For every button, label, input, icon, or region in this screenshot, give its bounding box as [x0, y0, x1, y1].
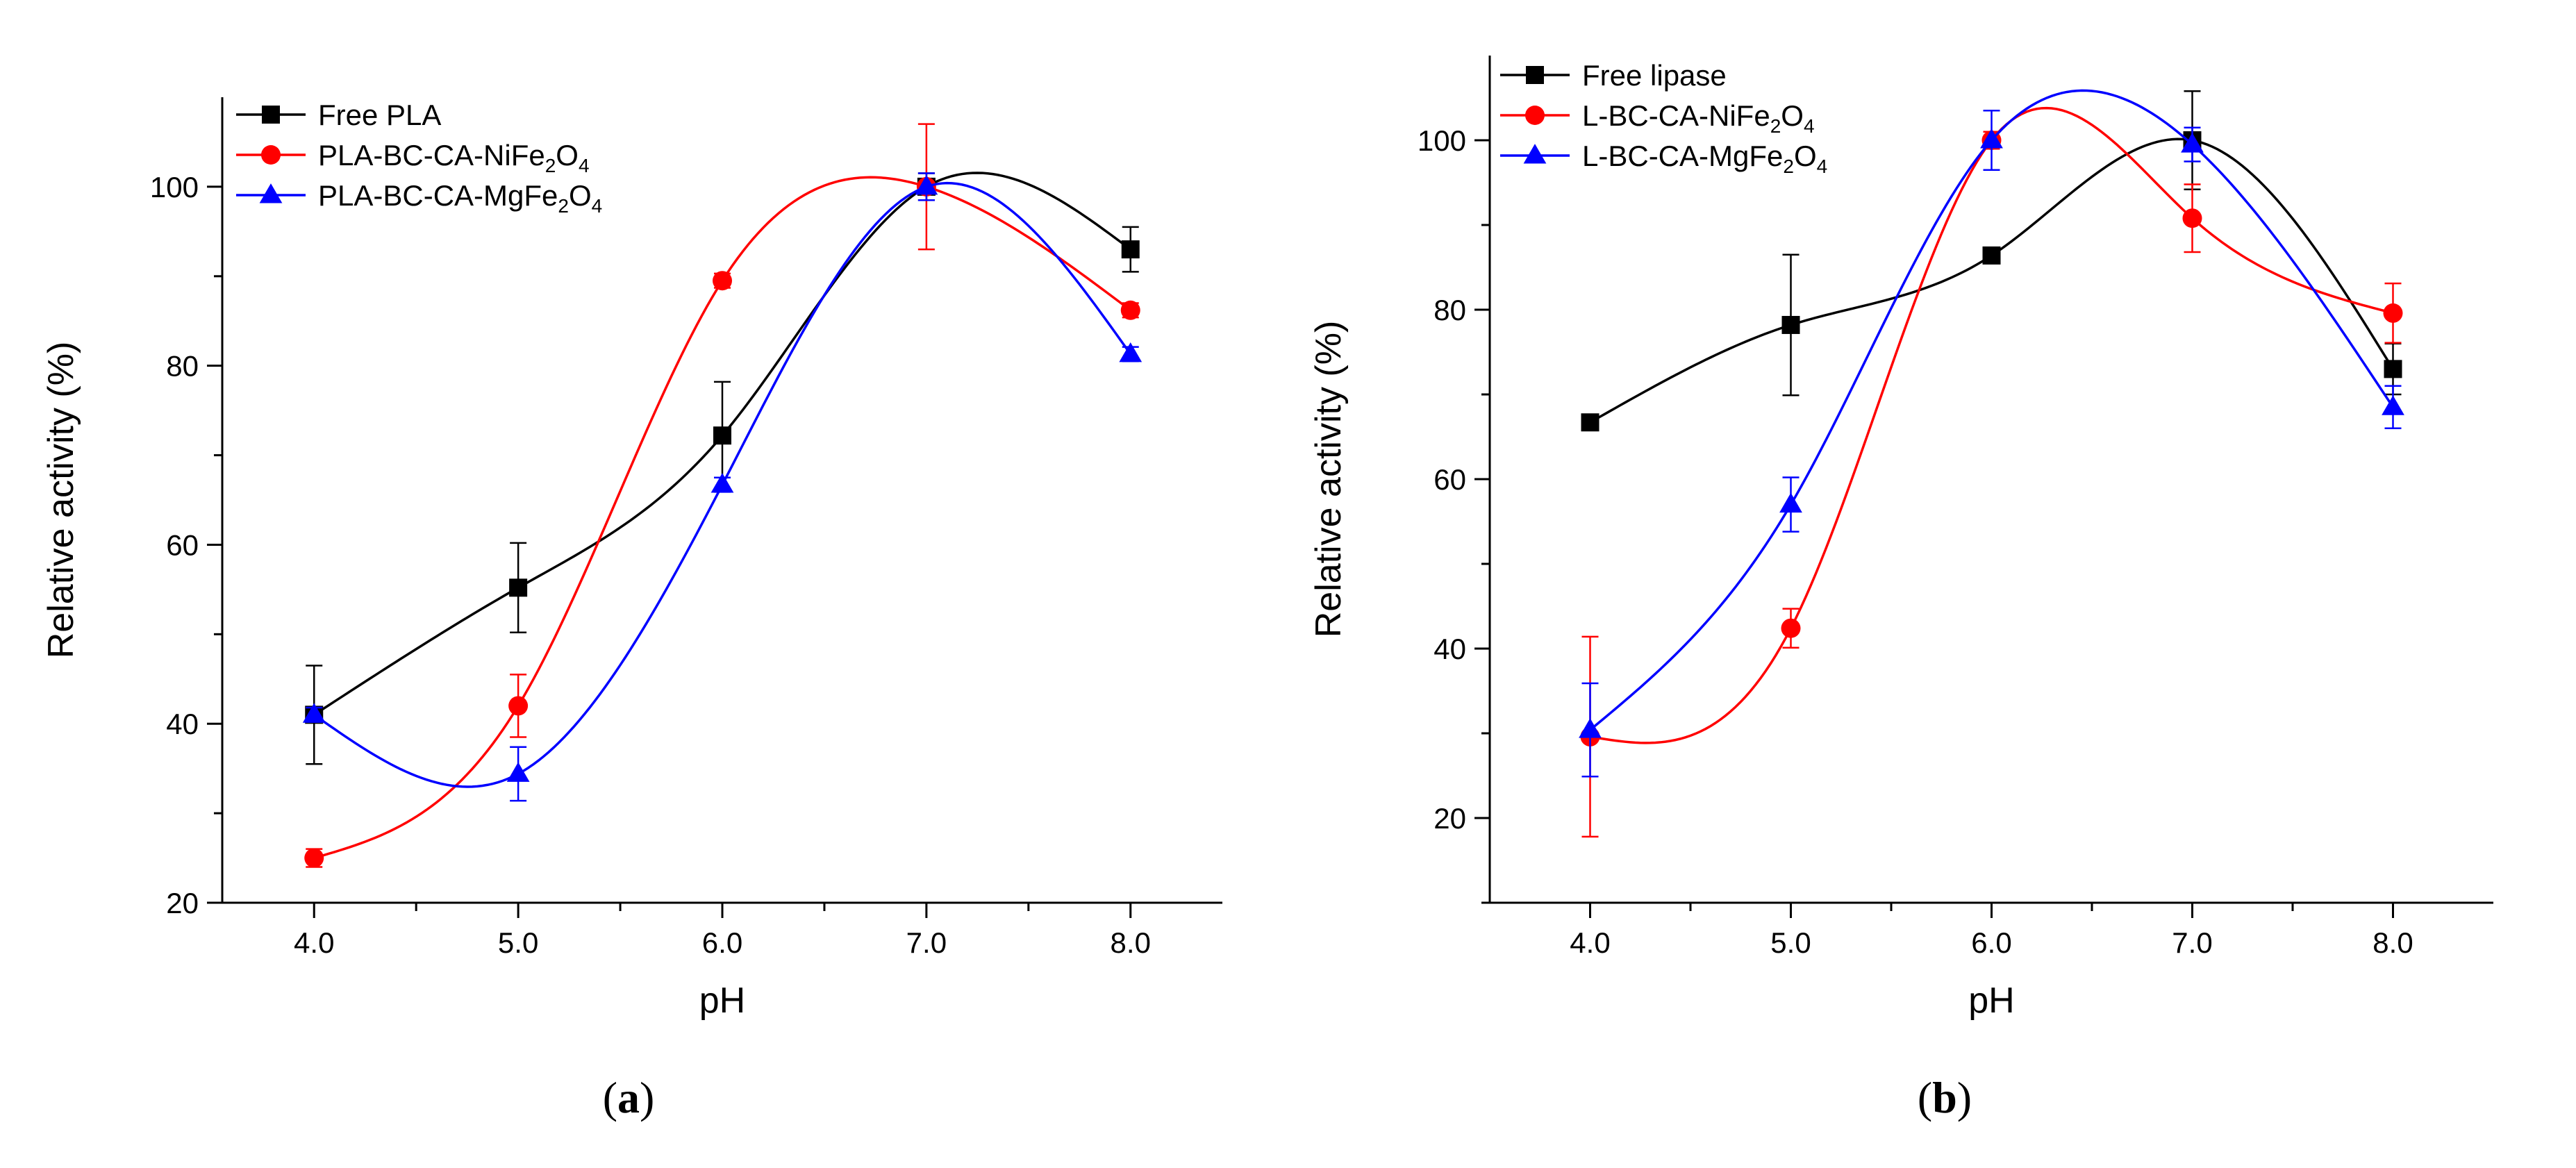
y-axis-title: Relative activity (%) — [41, 342, 81, 659]
y-axis-title: Relative activity (%) — [1308, 321, 1349, 638]
y-tick-label: 80 — [1434, 294, 1466, 326]
data-point-marker — [2182, 208, 2202, 228]
y-tick-label: 80 — [166, 350, 199, 383]
series-line — [1589, 137, 2394, 424]
data-point-marker — [915, 174, 938, 195]
data-point-marker — [713, 426, 731, 445]
y-tick-label: 100 — [1418, 124, 1466, 157]
data-point-marker — [506, 762, 530, 782]
series-0 — [305, 172, 1140, 765]
series-line — [1590, 106, 2393, 744]
data-point-marker — [2181, 133, 2204, 153]
legend-marker — [1526, 66, 1544, 84]
y-tick-label: 60 — [166, 528, 199, 561]
legend: Free PLA PLA-BC-CA-NiFe2O4PLA-BC-CA-MgFe2… — [236, 99, 602, 217]
chart-panel-a: 20 40 60 80 100 4.0 5.0 6.0 7.0 8.0 pH Relative act… — [41, 97, 1222, 1122]
x-axis-title: pH — [699, 981, 745, 1021]
x-tick-label: 8.0 — [1111, 926, 1151, 959]
x-tick-label: 4.0 — [294, 926, 334, 959]
panel-label: (a) — [603, 1073, 655, 1122]
data-point-marker — [508, 696, 529, 716]
x-tick-label: 4.0 — [1570, 926, 1610, 959]
y-tick-label: 100 — [150, 171, 199, 203]
legend-marker — [1525, 106, 1545, 125]
chart-panel-b: 20 40 60 80 100 4.0 5.0 6.0 7.0 8.0 pH Relative act… — [1308, 56, 2493, 1122]
legend-label: Free PLA — [318, 99, 441, 131]
data-point-marker — [2383, 303, 2403, 323]
series-1 — [1580, 106, 2403, 838]
x-tick-label: 7.0 — [906, 926, 947, 959]
y-tick-label: 20 — [166, 887, 199, 919]
panel-label: (b) — [1918, 1073, 1972, 1122]
data-point-marker — [711, 473, 734, 493]
data-point-marker — [1121, 240, 1140, 259]
x-tick-label: 8.0 — [2373, 926, 2413, 959]
data-point-marker — [302, 703, 326, 723]
data-point-marker — [713, 271, 732, 291]
legend-marker — [259, 183, 283, 203]
data-point-marker — [1781, 315, 1800, 334]
x-tick-label: 6.0 — [702, 926, 742, 959]
y-tick-label: 40 — [166, 708, 199, 740]
x-axis-title: pH — [1968, 981, 2014, 1021]
x-tick-label: 7.0 — [2172, 926, 2212, 959]
data-point-marker — [2382, 395, 2404, 415]
y-tick-label: 20 — [1434, 802, 1466, 835]
x-tick-label: 5.0 — [1770, 926, 1811, 959]
series-line — [1589, 89, 2394, 731]
data-point-marker — [1120, 300, 1140, 320]
data-point-marker — [1781, 618, 1801, 638]
legend-marker — [261, 145, 281, 165]
x-tick-label: 6.0 — [1971, 926, 2011, 959]
legend-label: PLA-BC-CA-MgFe2O4 — [318, 179, 602, 217]
data-point-marker — [1119, 342, 1142, 362]
data-point-marker — [1779, 492, 1802, 513]
legend-label: L-BC-CA-MgFe2O4 — [1582, 140, 1827, 177]
data-point-marker — [304, 848, 324, 868]
series-2 — [302, 172, 1142, 802]
legend-label: L-BC-CA-NiFe2O4 — [1582, 99, 1815, 137]
legend-label: Free lipase — [1582, 59, 1727, 92]
x-tick-label: 5.0 — [498, 926, 538, 959]
series-2 — [1579, 89, 2404, 778]
data-point-marker — [1581, 413, 1599, 432]
data-point-marker — [509, 578, 528, 597]
legend-label: PLA-BC-CA-NiFe2O4 — [318, 139, 590, 176]
series-1 — [304, 123, 1140, 868]
y-tick-label: 60 — [1434, 463, 1466, 496]
data-point-marker — [2384, 360, 2402, 378]
legend: Free lipase L-BC-CA-NiFe2O4L-BC-CA-MgFe2O… — [1500, 59, 1827, 177]
data-point-marker — [1579, 718, 1602, 738]
legend-marker — [262, 106, 280, 124]
data-point-marker — [1980, 128, 2003, 149]
data-point-marker — [1982, 246, 2001, 265]
legend-marker — [1523, 144, 1547, 164]
y-tick-label: 40 — [1434, 633, 1466, 665]
